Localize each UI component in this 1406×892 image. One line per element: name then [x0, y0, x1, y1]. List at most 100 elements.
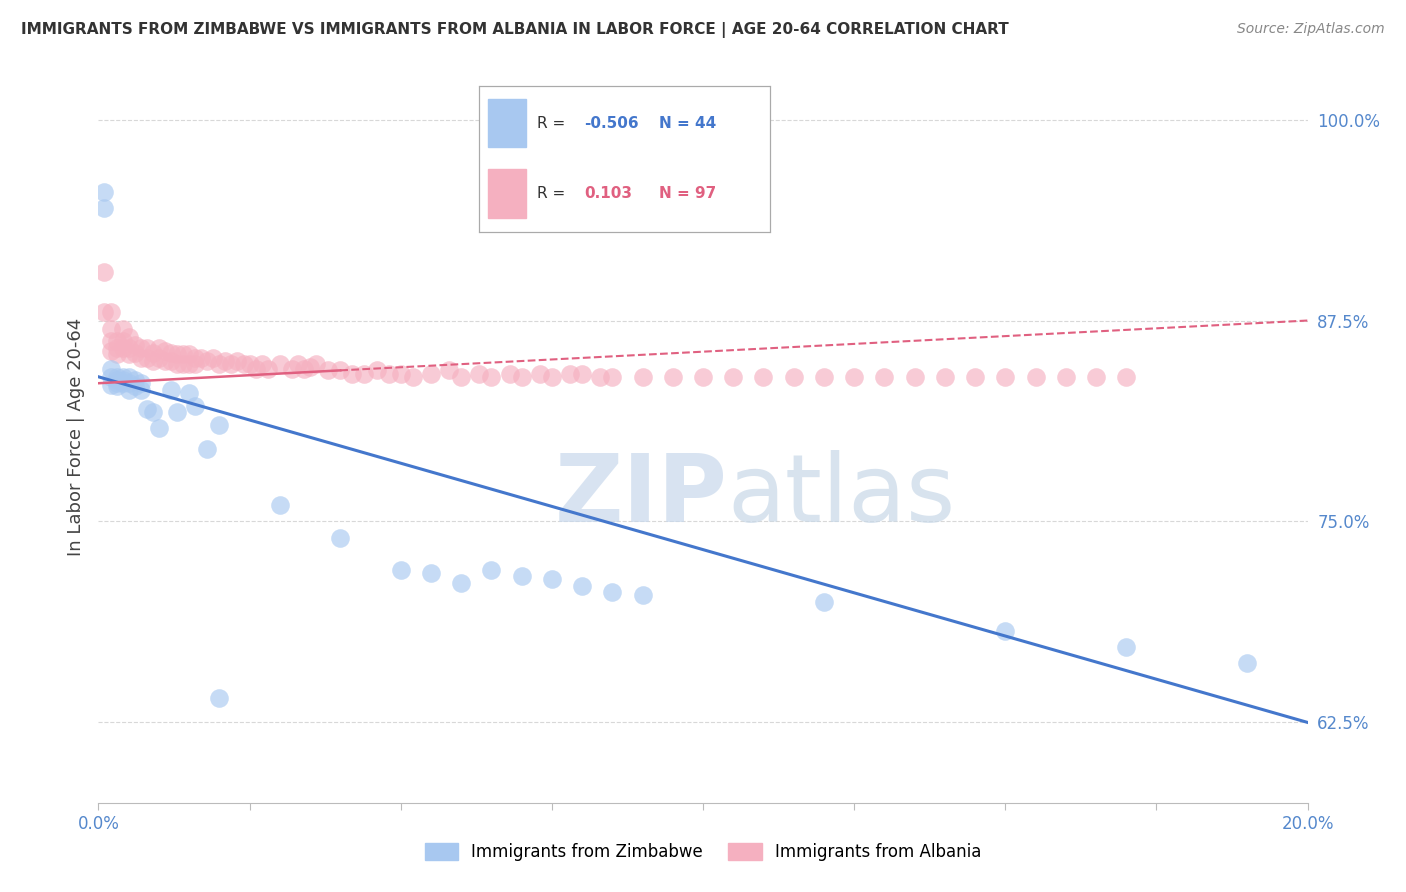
Point	[93, 201, 115, 215]
Point	[105, 341, 128, 355]
Point	[389, 563, 412, 577]
Text: ZIP: ZIP	[554, 450, 727, 541]
Point	[100, 321, 122, 335]
Point	[208, 357, 231, 371]
Point	[166, 405, 188, 419]
Point	[287, 357, 309, 371]
Point	[129, 383, 152, 397]
Point	[190, 351, 212, 365]
Point	[450, 369, 472, 384]
Point	[226, 353, 249, 368]
Point	[389, 367, 412, 381]
Point	[208, 417, 231, 432]
Point	[118, 369, 141, 384]
Point	[93, 185, 115, 199]
Point	[723, 369, 745, 384]
Point	[232, 357, 254, 371]
Point	[589, 369, 612, 384]
Point	[142, 353, 165, 368]
Point	[160, 383, 183, 397]
Point	[184, 351, 207, 365]
Point	[571, 579, 593, 593]
Point	[481, 369, 503, 384]
Point	[437, 363, 460, 377]
Point	[529, 367, 551, 381]
Legend: Immigrants from Zimbabwe, Immigrants from Albania: Immigrants from Zimbabwe, Immigrants fro…	[418, 836, 988, 868]
Point	[481, 563, 503, 577]
Point	[118, 376, 141, 391]
Point	[124, 379, 146, 393]
Point	[202, 351, 225, 365]
Point	[269, 499, 291, 513]
Point	[420, 367, 443, 381]
Point	[540, 369, 562, 384]
Point	[124, 337, 146, 351]
Point	[1024, 369, 1046, 384]
Point	[100, 361, 122, 376]
Point	[105, 347, 128, 361]
Point	[153, 353, 176, 368]
Point	[904, 369, 927, 384]
Point	[221, 357, 243, 371]
Point	[166, 347, 188, 361]
Point	[184, 357, 207, 371]
Text: Source: ZipAtlas.com: Source: ZipAtlas.com	[1237, 22, 1385, 37]
Point	[105, 369, 128, 384]
Point	[813, 369, 835, 384]
Point	[195, 353, 218, 368]
Point	[179, 385, 201, 400]
Point	[292, 361, 315, 376]
Point	[105, 379, 128, 393]
Point	[195, 442, 218, 457]
Point	[1054, 369, 1077, 384]
Point	[965, 369, 987, 384]
Point	[111, 376, 134, 391]
Point	[366, 363, 388, 377]
Point	[661, 369, 683, 384]
Point	[510, 369, 533, 384]
Point	[813, 595, 835, 609]
Point	[166, 357, 188, 371]
Point	[148, 351, 170, 365]
Point	[602, 585, 624, 599]
Point	[118, 329, 141, 343]
Point	[402, 369, 425, 384]
Point	[100, 377, 122, 392]
Point	[269, 357, 291, 371]
Point	[1115, 369, 1137, 384]
Point	[214, 353, 236, 368]
Point	[994, 624, 1017, 638]
Point	[153, 344, 176, 359]
Text: IMMIGRANTS FROM ZIMBABWE VS IMMIGRANTS FROM ALBANIA IN LABOR FORCE | AGE 20-64 C: IMMIGRANTS FROM ZIMBABWE VS IMMIGRANTS F…	[21, 22, 1010, 38]
Point	[498, 367, 520, 381]
Point	[281, 361, 304, 376]
Point	[1085, 369, 1108, 384]
Point	[934, 369, 956, 384]
Point	[135, 341, 157, 355]
Point	[179, 347, 201, 361]
Point	[329, 531, 352, 545]
Point	[450, 575, 472, 590]
Point	[571, 367, 593, 381]
Point	[111, 334, 134, 349]
Point	[783, 369, 806, 384]
Point	[873, 369, 896, 384]
Point	[420, 566, 443, 580]
Point	[148, 421, 170, 435]
Point	[510, 569, 533, 583]
Point	[172, 347, 194, 361]
Point	[135, 351, 157, 365]
Point	[179, 357, 201, 371]
Y-axis label: In Labor Force | Age 20-64: In Labor Force | Age 20-64	[66, 318, 84, 557]
Point	[118, 347, 141, 361]
Point	[172, 357, 194, 371]
Point	[124, 345, 146, 359]
Point	[239, 357, 262, 371]
Point	[299, 360, 322, 375]
Point	[752, 369, 775, 384]
Point	[377, 367, 399, 381]
Point	[118, 341, 141, 355]
Point	[160, 353, 183, 368]
Point	[129, 351, 152, 365]
Point	[100, 369, 122, 384]
